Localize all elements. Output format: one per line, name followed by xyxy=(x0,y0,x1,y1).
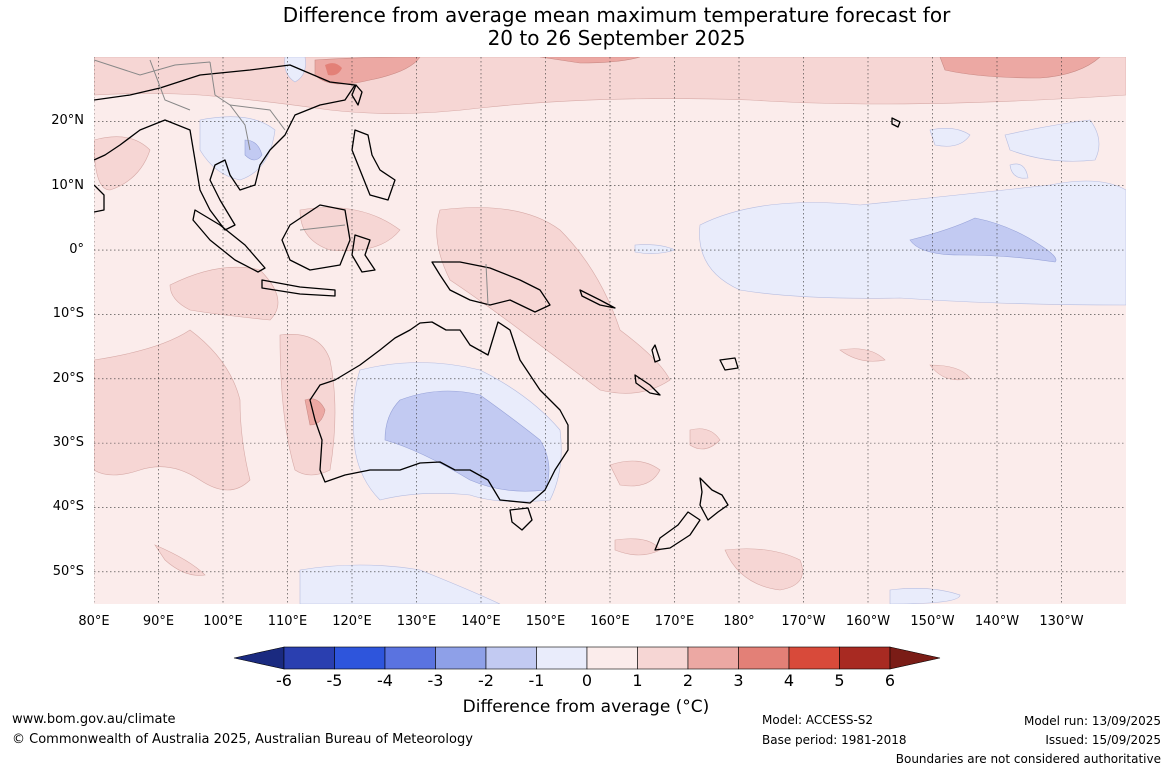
anomaly-regions-plus3 xyxy=(325,63,342,76)
latitude-label: 50°S xyxy=(52,563,84,579)
colorbar-tick-label: -4 xyxy=(377,671,393,690)
sumatra-coast xyxy=(192,209,266,273)
title-line-1: Difference from average mean maximum tem… xyxy=(282,3,951,27)
colorbar-title: Difference from average (°C) xyxy=(462,697,710,717)
graticule xyxy=(94,57,1126,604)
colorbar-tick-label: 4 xyxy=(783,671,795,690)
latitude-label: 10°N xyxy=(51,177,84,193)
new-guinea-coast xyxy=(431,261,551,313)
longitude-label: 140°W xyxy=(974,614,1020,629)
colorbar-tick-label: -3 xyxy=(427,671,444,690)
sulawesi-coast xyxy=(351,234,376,273)
colorbar-segment xyxy=(536,646,588,670)
longitude-label: 170°W xyxy=(781,614,826,629)
title-line-2: 20 to 26 September 2025 xyxy=(487,26,746,50)
colorbar-segment xyxy=(738,646,790,670)
country-borders xyxy=(94,59,489,306)
colorbar xyxy=(233,646,941,670)
boundaries-text: Boundaries are not considered authoritat… xyxy=(895,752,1161,766)
model-text: Model: ACCESS-S2 xyxy=(762,713,874,727)
copyright-text: © Commonwealth of Australia 2025, Austra… xyxy=(12,732,473,747)
colorbar-segment xyxy=(637,646,689,670)
colorbar-tick-label: -6 xyxy=(276,671,292,690)
latitude-label: 0° xyxy=(69,242,84,258)
longitude-label: 160°E xyxy=(590,614,630,629)
longitude-label: 170°E xyxy=(654,614,695,629)
fiji-coast xyxy=(719,357,739,371)
tasmania-coast xyxy=(509,507,533,531)
longitude-label: 180° xyxy=(723,614,755,629)
longitude-label: 130°E xyxy=(396,614,437,629)
colorbar-segment xyxy=(435,646,487,670)
anomaly-regions-plus2 xyxy=(304,57,1101,426)
colorbar-tick-label: -2 xyxy=(478,671,494,690)
colorbar-tick-label: -5 xyxy=(326,671,343,690)
colorbar-segment xyxy=(839,646,891,670)
colorbar-tick-label: 3 xyxy=(733,671,744,690)
longitude-label: 100°E xyxy=(203,614,243,629)
philippines-coast xyxy=(351,129,396,201)
colorbar-tick-label: -1 xyxy=(528,671,545,690)
longitude-label: 80°E xyxy=(78,614,110,629)
java-coast xyxy=(261,279,336,297)
mainland-asia-coast xyxy=(94,64,356,231)
latitude-label: 30°S xyxy=(52,435,84,451)
new-zealand-north xyxy=(699,477,729,521)
longitude-label: 150°E xyxy=(525,614,566,629)
new-zealand-south xyxy=(654,511,701,551)
colorbar-segment xyxy=(485,646,537,670)
colorbar-segment xyxy=(788,646,840,670)
colorbar-tick-label: 5 xyxy=(834,671,845,690)
latitude-label: 20°N xyxy=(51,113,84,129)
colorbar-tick-label: 2 xyxy=(682,671,694,690)
colorbar-tick-label: 6 xyxy=(884,671,896,690)
taiwan-coast xyxy=(351,84,363,106)
anomaly-regions-minus2 xyxy=(244,139,1057,492)
new-caledonia-coast xyxy=(634,374,661,396)
issued-text: Issued: 15/09/2025 xyxy=(1045,733,1161,747)
solomon-islands-coast xyxy=(579,289,616,309)
colorbar-segment xyxy=(283,646,335,670)
sri-lanka-coast xyxy=(94,184,105,213)
australia-coast xyxy=(309,321,569,504)
colorbar-segment xyxy=(687,646,739,670)
vanuatu-coast xyxy=(651,344,661,363)
longitude-label: 140°E xyxy=(461,614,501,629)
longitude-label: 130°W xyxy=(1039,614,1084,629)
colorbar-tick-label: 0 xyxy=(581,671,593,690)
colorbar-segment xyxy=(586,646,638,670)
website-text: www.bom.gov.au/climate xyxy=(12,712,176,727)
colorbar-low-arrow xyxy=(233,646,285,670)
latitude-label: 20°S xyxy=(52,370,84,386)
longitude-label: 110°E xyxy=(267,614,308,629)
coastlines xyxy=(94,64,901,551)
colorbar-high-arrow xyxy=(889,646,941,670)
longitude-label: 90°E xyxy=(142,614,175,629)
hawaii-coast xyxy=(891,117,901,128)
colorbar-segment xyxy=(334,646,386,670)
longitude-label: 160°W xyxy=(845,614,891,629)
colorbar-segment xyxy=(384,646,436,670)
borneo-coast xyxy=(281,204,351,271)
model-run-text: Model run: 13/09/2025 xyxy=(1023,714,1161,728)
longitude-label: 120°E xyxy=(332,614,372,629)
colorbar-tick-label: 1 xyxy=(632,671,643,690)
longitude-label: 150°W xyxy=(910,614,955,629)
base-period-text: Base period: 1981-2018 xyxy=(762,733,907,747)
latitude-label: 40°S xyxy=(52,499,84,515)
map-title: Difference from average mean maximum tem… xyxy=(0,4,1173,50)
latitude-label: 10°S xyxy=(52,306,84,322)
